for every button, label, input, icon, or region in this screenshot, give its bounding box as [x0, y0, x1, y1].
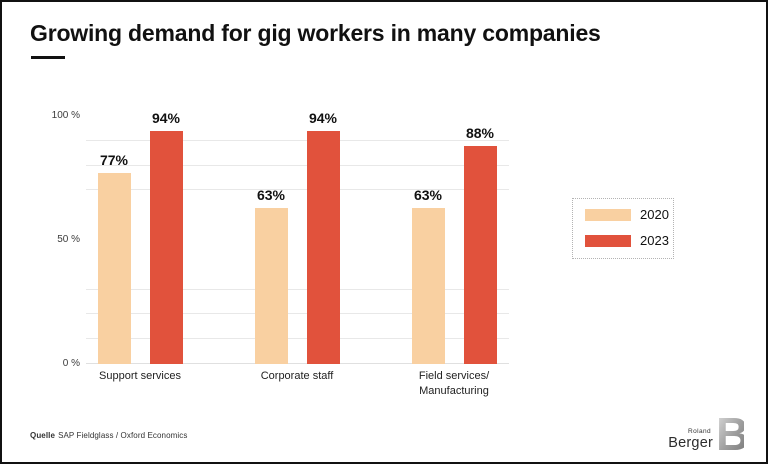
- bar-value-label-2020-2: 63%: [256, 186, 286, 203]
- legend-label-2020: 2020: [640, 207, 669, 222]
- bar-value-label-2023-2: 94%: [308, 109, 338, 126]
- gridline-20-percent: [86, 313, 509, 315]
- bar-chart-plot-area: 77% 63% 63% 94% 94% 88%: [86, 110, 509, 364]
- legend-swatch-2020: [585, 208, 631, 221]
- gridline-10-percent: [86, 338, 509, 340]
- bar-2023-3: [463, 145, 497, 364]
- y-tick-0: 0 %: [62, 358, 80, 369]
- title-underline-dash: [31, 56, 65, 59]
- roland-berger-logo: Roland Berger B: [668, 414, 744, 452]
- bar-2023-1: [149, 130, 183, 364]
- bar-2020-2: [254, 207, 288, 364]
- gridline-30-percent: [86, 288, 509, 290]
- source-text: SAP Fieldglass / Oxford Economics: [58, 431, 188, 440]
- legend-item-2023: 2023: [585, 233, 673, 248]
- source-note: Quelle SAP Fieldglass / Oxford Economics: [30, 431, 188, 440]
- source-label: Quelle: [30, 431, 56, 440]
- bar-value-label-2023-3: 88%: [465, 124, 495, 141]
- category-label-3: Field services/ Manufacturing: [418, 370, 490, 397]
- gridline-80-percent: [86, 164, 509, 166]
- bar-2023-2: [306, 130, 340, 364]
- logo-roland-text: Roland: [688, 427, 711, 435]
- category-label-2: Corporate staff: [260, 370, 334, 382]
- y-tick-100: 100 %: [51, 110, 80, 121]
- legend-item-2020: 2020: [585, 207, 673, 222]
- legend-swatch-2023: [585, 234, 631, 247]
- logo-berger-text: Berger: [668, 434, 713, 451]
- gridline-90-percent: [86, 139, 509, 141]
- gridline-70-percent: [86, 189, 509, 191]
- svg-text:B: B: [718, 414, 744, 452]
- bar-2020-3: [411, 207, 445, 364]
- category-label-1: Support services: [99, 370, 181, 382]
- y-tick-50: 50 %: [57, 234, 80, 245]
- page-title: Growing demand for gig workers in many c…: [30, 20, 601, 46]
- logo-wordmark: Roland Berger: [668, 428, 713, 453]
- bar-value-label-2023-1: 94%: [151, 109, 181, 126]
- bar-value-label-2020-1: 77%: [99, 152, 129, 169]
- logo-b-monogram-icon: B: [718, 414, 744, 452]
- legend: 2020 2023: [572, 198, 674, 259]
- bar-2020-1: [97, 173, 131, 364]
- bar-value-label-2020-3: 63%: [413, 186, 443, 203]
- gridline-0-percent: [86, 363, 509, 364]
- legend-label-2023: 2023: [640, 233, 669, 248]
